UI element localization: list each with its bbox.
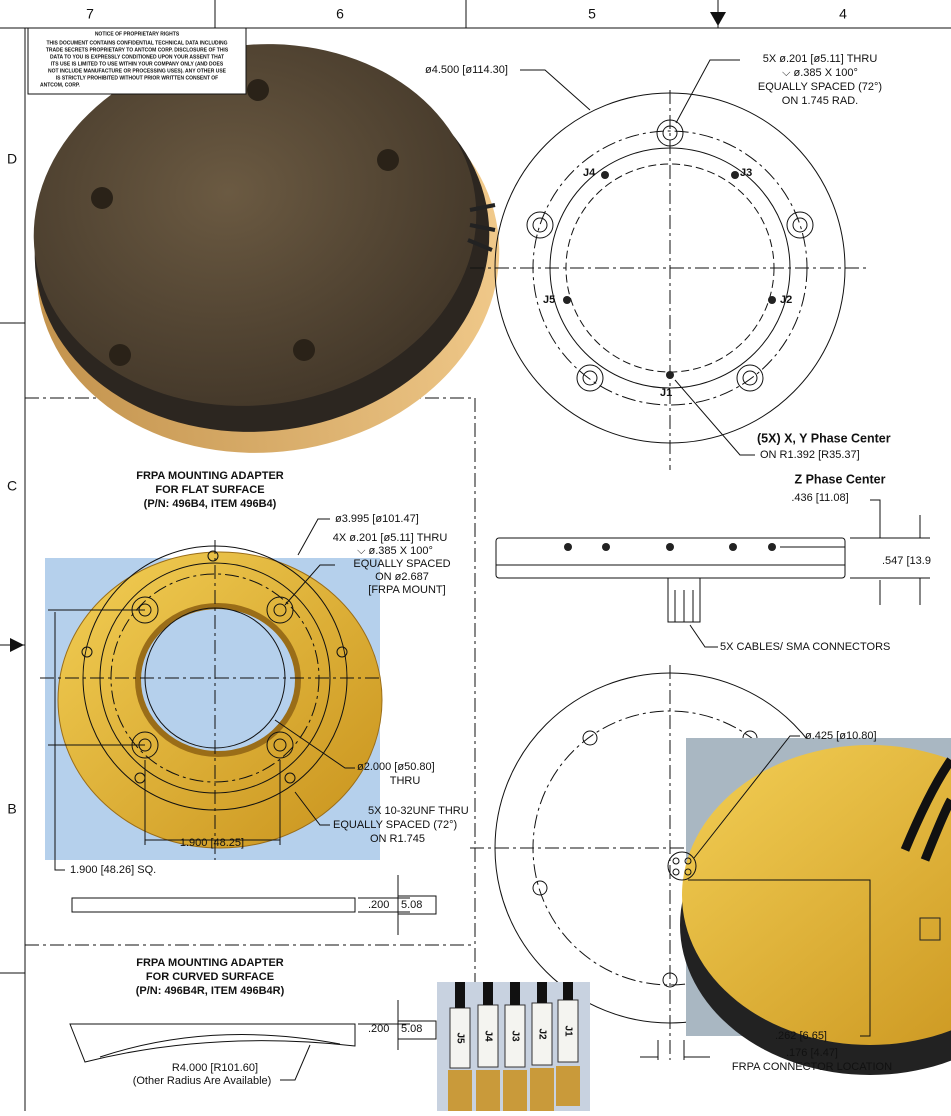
notice-line: NOT INCLUDE MANUFACTURE OR PROCESSING US… bbox=[48, 68, 227, 74]
zone-row: B bbox=[7, 801, 16, 817]
bottom-view bbox=[470, 665, 951, 1075]
notice-line: DATA TO YOU IS EXPRESSLY CONDITIONED UPO… bbox=[50, 54, 224, 60]
note: ON 1.745 RAD. bbox=[782, 95, 858, 107]
section-title: (P/N: 496B4, ITEM 496B4) bbox=[144, 498, 277, 510]
dimension: 1.900 [48.26] SQ. bbox=[70, 864, 156, 876]
note: 4X ø.201 [ø5.11] THRU bbox=[333, 532, 448, 544]
jack-label: J3 bbox=[740, 167, 752, 179]
dimension: .436 [11.08] bbox=[791, 492, 848, 504]
dimension: ø4.500 [ø114.30] bbox=[425, 64, 508, 76]
cable-photo bbox=[437, 982, 590, 1111]
curved-side bbox=[69, 1000, 437, 1081]
cable-label: J3 bbox=[509, 1030, 520, 1042]
zone-row: D bbox=[7, 151, 17, 167]
section-title: FOR CURVED SURFACE bbox=[146, 971, 274, 983]
notice-box bbox=[27, 27, 247, 95]
zone-column: 7 bbox=[86, 6, 94, 22]
jack-label: J2 bbox=[780, 294, 792, 306]
dimension: R4.000 [R101.60] bbox=[172, 1062, 258, 1074]
dimension: ø3.995 [ø101.47] bbox=[335, 513, 419, 525]
side-view bbox=[495, 499, 930, 648]
notice-line: ANTCOM, CORP. bbox=[40, 82, 81, 88]
cable-label: J2 bbox=[536, 1028, 547, 1040]
cable-label: J5 bbox=[454, 1032, 465, 1044]
dimension: ø2.000 [ø50.80] bbox=[357, 761, 435, 773]
section-title: FRPA MOUNTING ADAPTER bbox=[136, 957, 284, 969]
note: EQUALLY SPACED bbox=[353, 558, 450, 570]
note: ⌵ ø.385 X 100° bbox=[782, 67, 858, 79]
note: 5X 10-32UNF THRU bbox=[368, 805, 469, 817]
caption: FRPA CONNECTOR LOCATION bbox=[732, 1061, 892, 1073]
note: EQUALLY SPACED (72°) bbox=[333, 819, 457, 831]
flat-side bbox=[71, 875, 437, 935]
note: ON R1.745 bbox=[370, 833, 425, 845]
zone-row: C bbox=[7, 478, 17, 494]
note: ON ø2.687 bbox=[375, 571, 429, 583]
section-title: (P/N: 496B4R, ITEM 496B4R) bbox=[136, 985, 285, 997]
zone-column: 5 bbox=[588, 6, 596, 22]
dimension: .547 [13.9 bbox=[882, 555, 931, 567]
top-view bbox=[470, 59, 870, 470]
note: (5X) X, Y Phase Center bbox=[757, 431, 891, 445]
zone-column: 6 bbox=[336, 6, 344, 22]
jack-label: J5 bbox=[543, 294, 555, 306]
notice-line: THIS DOCUMENT CONTAINS CONFIDENTIAL TECH… bbox=[46, 40, 227, 46]
flat-adapter bbox=[40, 518, 383, 871]
dimension: .200 bbox=[368, 1023, 389, 1035]
jack-label: J4 bbox=[583, 167, 596, 179]
note: ⌵ ø.385 X 100° bbox=[357, 545, 433, 557]
notice-line: TRADE SECRETS PROPRIETARY TO ANTCOM CORP… bbox=[46, 47, 229, 53]
notice-line: IS STRICTLY PROHIBITED WITHOUT PRIOR WRI… bbox=[56, 75, 219, 81]
zone-column: 4 bbox=[839, 6, 847, 22]
dimension: ø.425 [ø10.80] bbox=[805, 730, 877, 742]
notice-title: NOTICE OF PROPRIETARY RIGHTS bbox=[95, 31, 180, 37]
note: (Other Radius Are Available) bbox=[133, 1075, 272, 1087]
cable-label: J1 bbox=[562, 1025, 573, 1037]
dimension: 1.900 [48.25] bbox=[180, 837, 244, 849]
dimension: .262 [6.65] bbox=[775, 1030, 827, 1042]
dimension: THRU bbox=[390, 775, 421, 787]
antenna-photo bbox=[33, 44, 500, 453]
dimension: .200 bbox=[368, 899, 389, 911]
dimension: 5.08 bbox=[401, 1023, 422, 1035]
notice-line: ITS USE IS LIMITED TO USE WITHIN YOUR CO… bbox=[51, 61, 224, 67]
section-title: FOR FLAT SURFACE bbox=[155, 484, 264, 496]
jack-label: J1 bbox=[660, 387, 672, 399]
note: [FRPA MOUNT] bbox=[368, 584, 445, 596]
note: EQUALLY SPACED (72°) bbox=[758, 81, 882, 93]
dimension: 5.08 bbox=[401, 899, 422, 911]
note: 5X CABLES/ SMA CONNECTORS bbox=[720, 641, 890, 653]
dimension: .176 [4.47] bbox=[786, 1047, 838, 1059]
section-title: FRPA MOUNTING ADAPTER bbox=[136, 470, 284, 482]
note: Z Phase Center bbox=[794, 472, 885, 486]
note: ON R1.392 [R35.37] bbox=[760, 449, 860, 461]
cable-label: J4 bbox=[482, 1030, 493, 1042]
note: 5X ø.201 [ø5.11] THRU bbox=[763, 53, 878, 65]
